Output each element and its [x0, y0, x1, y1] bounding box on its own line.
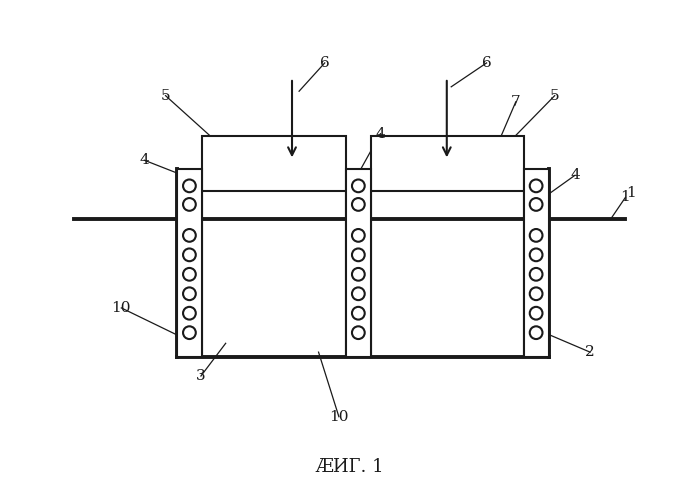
- Bar: [370, 136, 524, 191]
- Text: 3: 3: [196, 369, 206, 383]
- Bar: [346, 169, 370, 357]
- Text: 4: 4: [375, 126, 385, 141]
- Text: 4: 4: [570, 168, 580, 182]
- Text: 1: 1: [626, 186, 635, 200]
- Text: 5: 5: [550, 89, 559, 103]
- Text: 6: 6: [482, 56, 491, 70]
- Text: 5: 5: [161, 89, 171, 103]
- Text: 6: 6: [320, 56, 330, 70]
- Bar: [202, 136, 346, 191]
- Text: 2: 2: [585, 345, 595, 359]
- Text: 1: 1: [621, 190, 630, 204]
- Text: ӔИГ. 1: ӔИГ. 1: [315, 458, 384, 476]
- Text: 4: 4: [139, 153, 149, 167]
- Text: 7: 7: [511, 95, 521, 109]
- Text: 10: 10: [112, 301, 131, 315]
- Text: 10: 10: [329, 410, 349, 424]
- Bar: [524, 169, 549, 357]
- Bar: [177, 169, 202, 357]
